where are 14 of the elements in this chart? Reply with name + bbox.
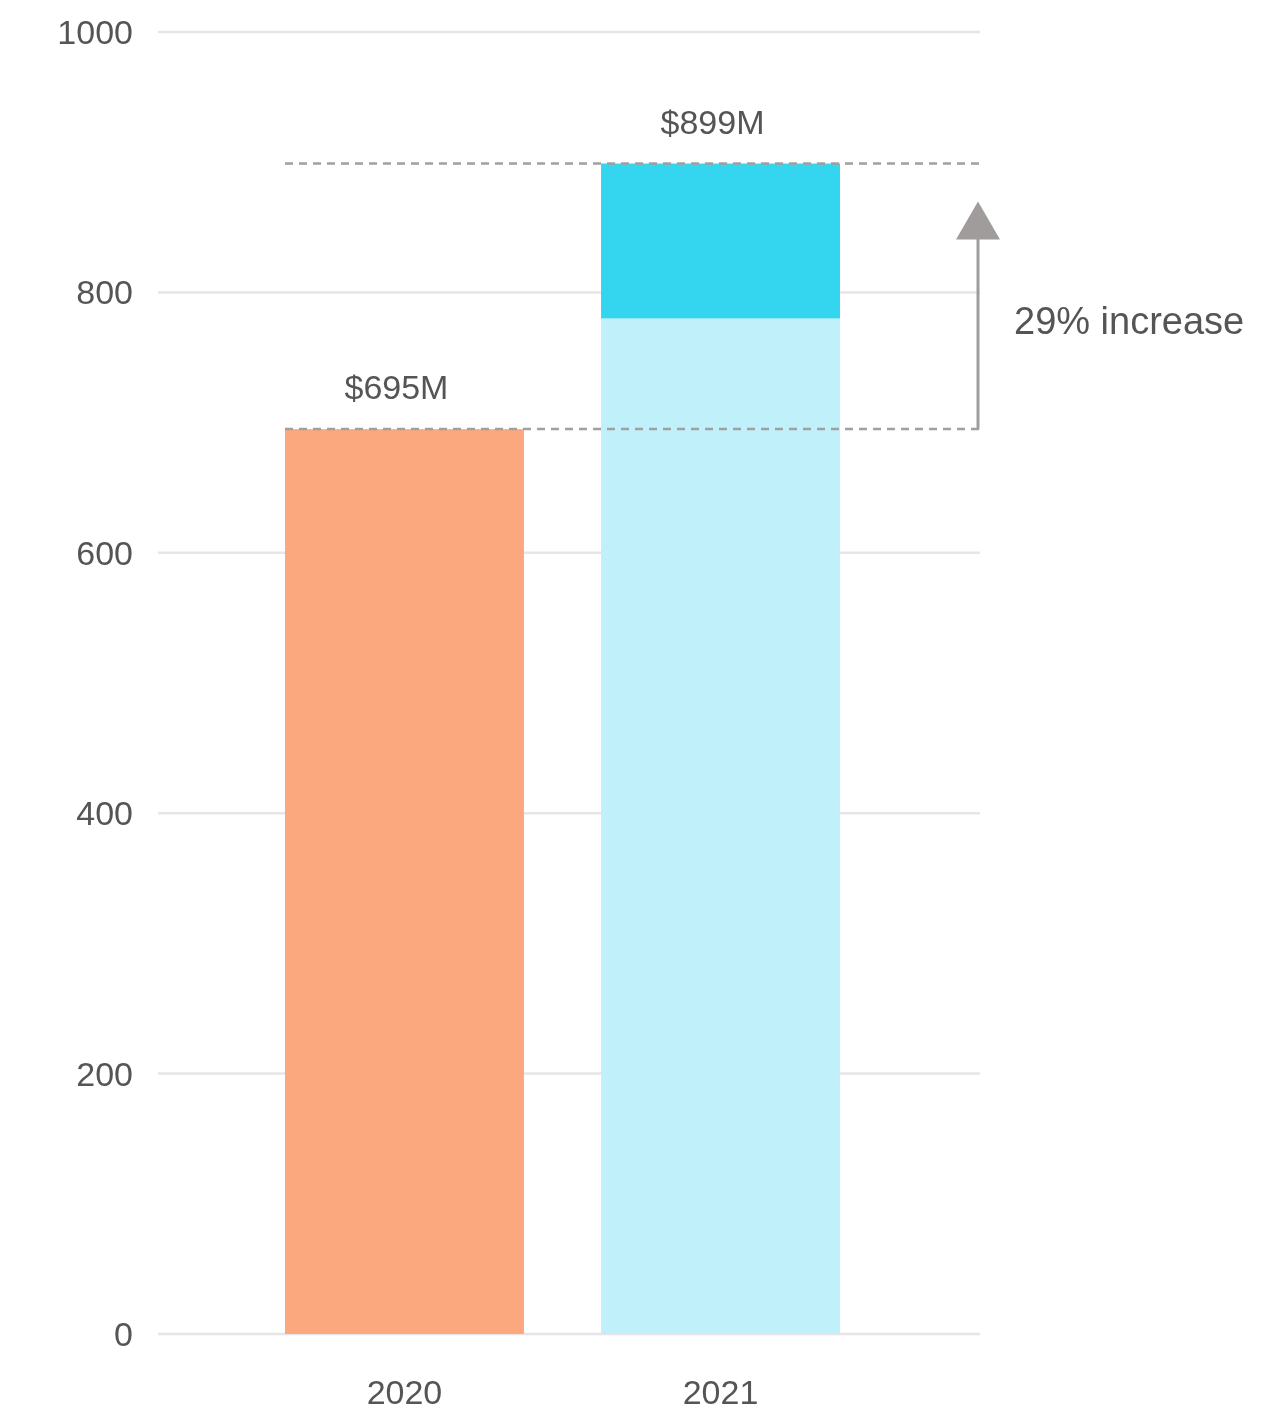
bar [285, 429, 524, 1334]
x-tick-label: 2021 [682, 1372, 759, 1410]
y-tick-label: 800 [76, 273, 133, 312]
y-tick-label: 400 [76, 794, 133, 833]
total-label: $695M [344, 368, 449, 407]
bar [601, 318, 840, 1334]
y-tick-label: 200 [76, 1054, 133, 1093]
y-tick-label: 1000 [57, 12, 133, 51]
y-tick-label: 0 [114, 1314, 133, 1353]
bar [601, 163, 840, 319]
text: 29% increase [1014, 300, 1245, 343]
total-label: $899M [660, 102, 765, 141]
y-tick-label: 600 [76, 533, 133, 572]
x-tick-label: 2020 [366, 1372, 443, 1410]
